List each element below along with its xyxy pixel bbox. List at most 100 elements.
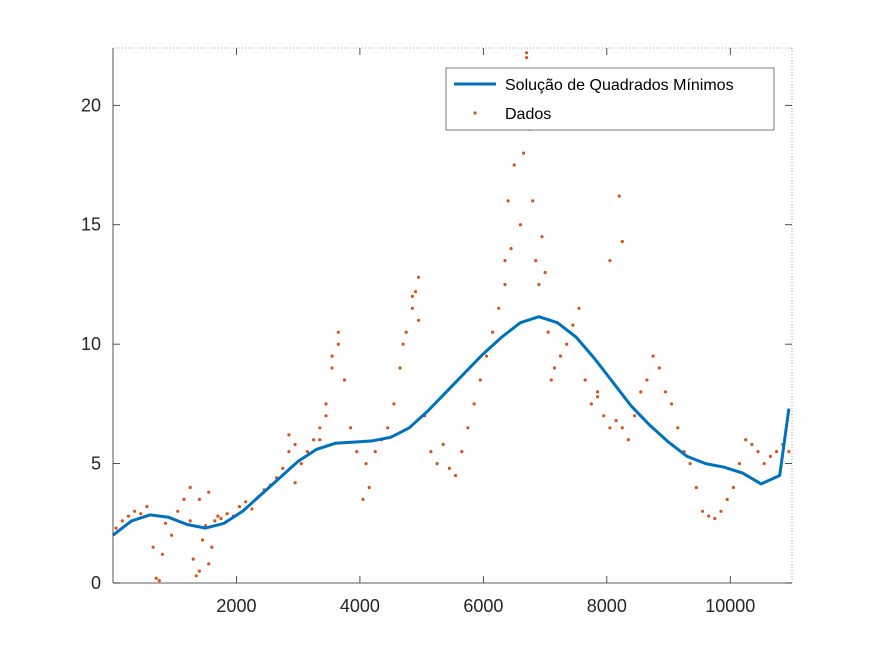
data-point (472, 402, 476, 406)
data-point (225, 512, 229, 516)
data-point (525, 56, 529, 60)
data-point (670, 402, 674, 406)
data-point (688, 462, 692, 466)
data-point (626, 438, 631, 442)
data-point (401, 342, 405, 346)
data-point (126, 514, 130, 518)
data-point (478, 378, 482, 382)
data-point (558, 354, 563, 358)
data-point (133, 509, 137, 513)
data-point (725, 497, 729, 501)
legend-box (445, 67, 775, 131)
data-point (460, 450, 464, 454)
y-tick-label: 20 (81, 95, 101, 115)
y-tick-label: 0 (91, 573, 101, 593)
data-point (608, 426, 612, 430)
legend-label-fit: Solução de Quadrados Mínimos (505, 77, 734, 94)
data-point (386, 426, 390, 430)
plot-background (113, 48, 792, 583)
data-point (120, 519, 124, 523)
data-point (342, 378, 347, 382)
data-point (404, 330, 408, 334)
data-point (565, 342, 569, 346)
data-point (484, 354, 489, 358)
data-point (441, 442, 445, 447)
data-point (466, 426, 470, 430)
data-point (287, 433, 291, 437)
data-point (197, 569, 201, 573)
data-point (518, 223, 523, 227)
data-point (200, 538, 205, 542)
data-point (503, 259, 507, 263)
data-point (719, 509, 723, 513)
data-point (207, 490, 211, 494)
data-point (213, 519, 217, 523)
data-point (182, 497, 186, 501)
data-point (367, 485, 371, 490)
data-point (151, 545, 155, 549)
legend-marker-swatch (473, 111, 477, 115)
data-point (287, 450, 291, 454)
data-point (491, 330, 495, 334)
data-point (410, 306, 414, 310)
data-point (602, 414, 606, 418)
x-tick-label: 6000 (463, 596, 503, 616)
data-point (435, 462, 439, 466)
data-point (417, 275, 421, 279)
fit-line (112, 315, 791, 537)
data-point (318, 426, 322, 430)
data-point (305, 450, 309, 454)
data-point (324, 402, 328, 406)
data-point (614, 419, 618, 423)
data-point (512, 163, 516, 167)
data-point (349, 426, 353, 430)
data-point (787, 450, 791, 454)
x-tick-label: 4000 (340, 596, 380, 616)
data-point (577, 306, 581, 310)
data-point (750, 442, 754, 447)
data-layer (112, 51, 791, 583)
data-point (176, 509, 180, 513)
data-point (676, 426, 680, 430)
data-point (531, 199, 535, 203)
data-point (114, 526, 118, 530)
data-point (336, 342, 340, 346)
data-point (188, 485, 192, 490)
legend: Solução de Quadrados Mínimos Dados (445, 67, 775, 131)
data-point (244, 500, 248, 504)
legend-label-data: Dados (505, 106, 551, 123)
data-point (219, 516, 223, 521)
data-point (216, 514, 220, 518)
data-point (312, 438, 316, 442)
data-point (237, 505, 242, 509)
data-point (608, 259, 612, 263)
data-point (157, 579, 161, 583)
data-point (521, 151, 526, 155)
axis-layer: 2000 4000 6000 8000 10000 0 5 10 15 20 (81, 47, 793, 616)
data-point (191, 557, 195, 561)
data-point (540, 235, 544, 239)
data-point (170, 533, 174, 537)
data-point (154, 576, 158, 580)
data-point (392, 402, 396, 406)
data-point (324, 414, 328, 418)
data-point (145, 505, 149, 509)
y-tick-label: 10 (81, 334, 101, 354)
data-point (318, 438, 322, 442)
data-point (506, 199, 510, 203)
y-tick-label: 15 (81, 215, 101, 235)
data-point (509, 247, 513, 251)
data-point (633, 414, 637, 418)
data-point (583, 378, 587, 382)
data-point (700, 509, 705, 513)
data-point (139, 512, 143, 516)
data-point (447, 466, 451, 470)
data-point (250, 507, 254, 511)
data-point (534, 259, 538, 263)
data-point (373, 450, 377, 454)
data-point (596, 395, 600, 399)
data-point (210, 545, 214, 549)
data-point (657, 366, 661, 370)
data-point (775, 450, 779, 454)
